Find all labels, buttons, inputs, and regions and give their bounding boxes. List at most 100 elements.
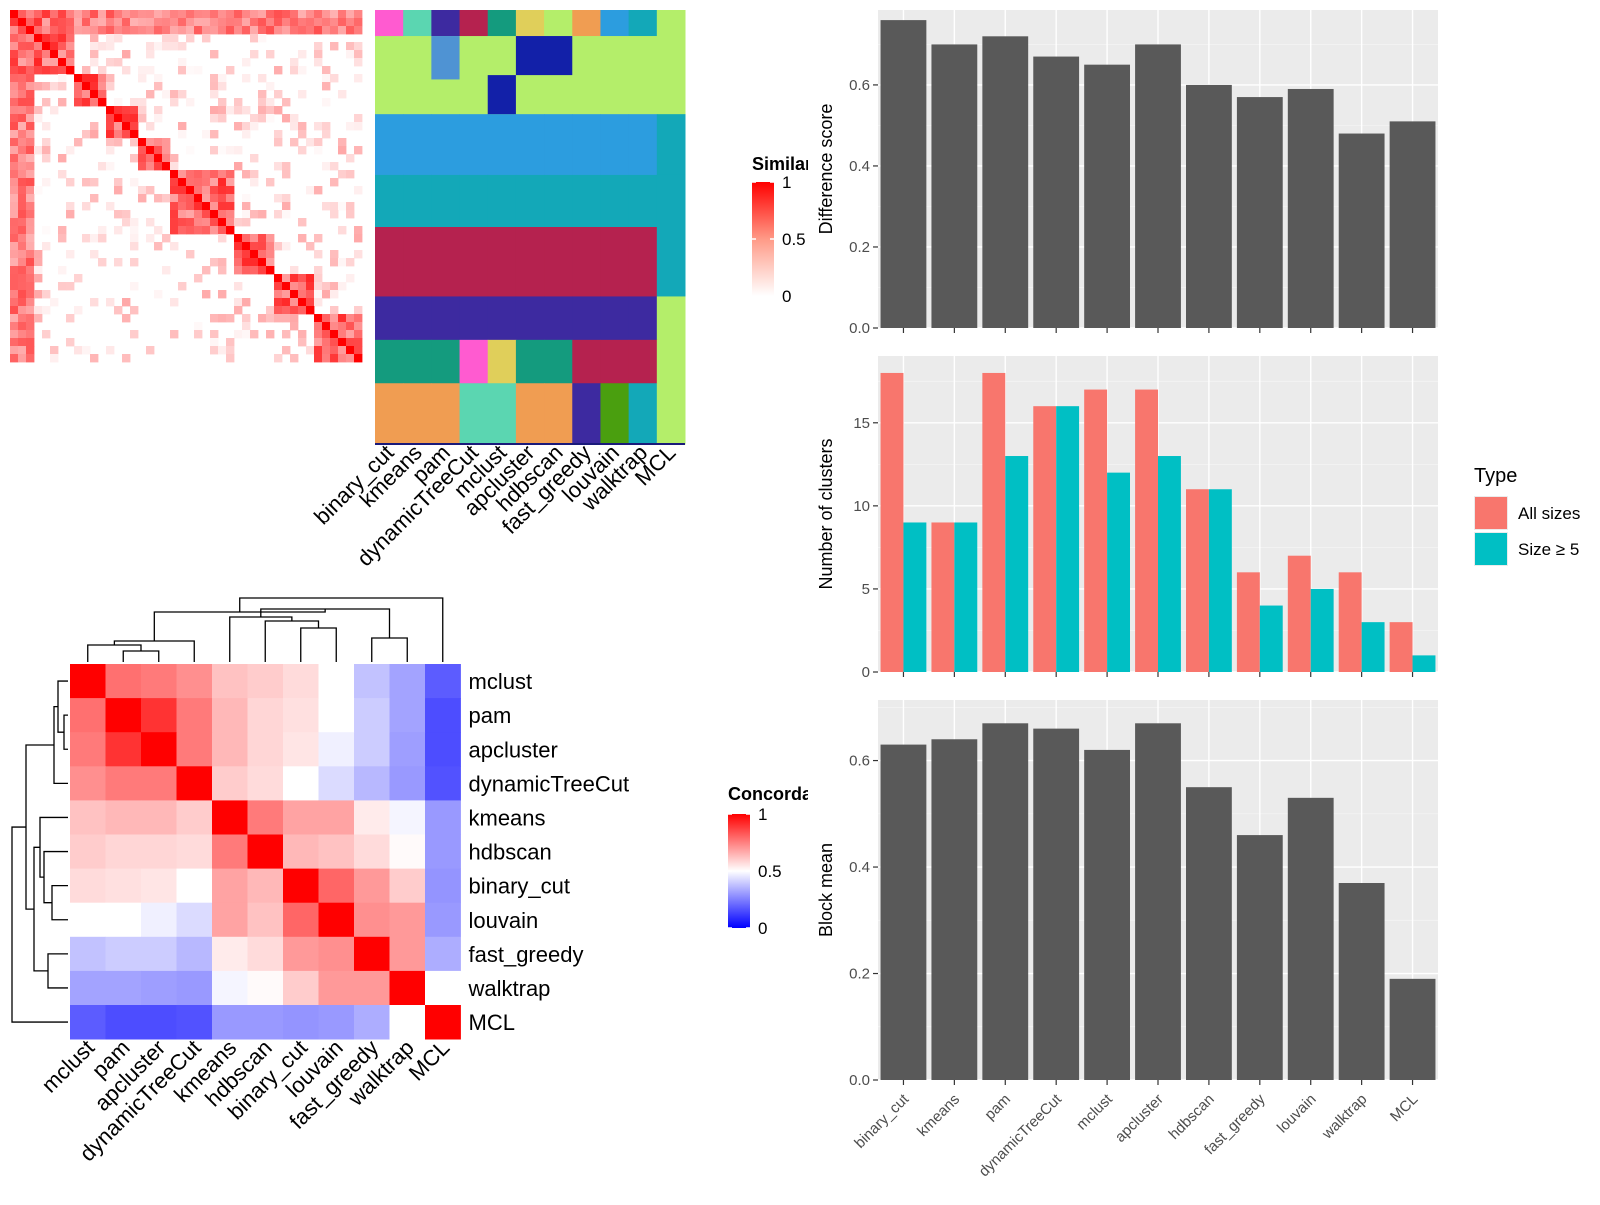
concordance-cell (389, 834, 426, 869)
concordance-cell (105, 664, 142, 699)
concordance-cell (247, 698, 284, 733)
similarity-cell (314, 338, 323, 347)
similarity-cell (170, 162, 179, 171)
similarity-cell (178, 218, 187, 227)
similarity-cell (178, 66, 187, 75)
similarity-cell (322, 74, 331, 83)
similarity-cell (226, 314, 235, 323)
similarity-cell (266, 234, 275, 243)
similarity-cell (114, 34, 123, 43)
similarity-cell (18, 162, 27, 171)
similarity-cell (210, 330, 219, 339)
similarity-cell (90, 122, 99, 131)
similarity-cell (274, 194, 283, 203)
concordance-row-label: MCL (469, 1010, 515, 1035)
similarity-cell (234, 250, 243, 259)
similarity-cell (42, 138, 51, 147)
x-tick-label: hdbscan (1166, 1091, 1218, 1143)
similarity-cell (282, 346, 291, 355)
similarity-cell (10, 282, 19, 291)
similarity-cell (290, 314, 299, 323)
similarity-cell (202, 266, 211, 275)
similarity-cell (66, 202, 75, 211)
similarity-cell (218, 146, 227, 155)
similarity-cell (154, 74, 163, 83)
similarity-cell (202, 18, 211, 27)
y-tick-label: 0.2 (849, 239, 870, 256)
y-axis-label: Difference score (816, 104, 836, 235)
similarity-cell (18, 90, 27, 99)
similarity-cell (298, 122, 307, 131)
similarity-cell (186, 66, 195, 75)
similarity-cell (210, 50, 219, 59)
similarity-cell (298, 218, 307, 227)
similarity-cell (266, 82, 275, 91)
membership-cell (572, 296, 601, 341)
similarity-cell (34, 250, 43, 259)
concordance-cell (105, 970, 142, 1006)
similarity-cell (74, 98, 83, 107)
similarity-cell (66, 50, 75, 59)
similarity-cell (322, 122, 331, 131)
similarity-cell (258, 234, 267, 243)
similarity-cell (10, 186, 19, 195)
similarity-cell (226, 194, 235, 203)
similarity-cell (66, 250, 75, 259)
similarity-cell (34, 258, 43, 267)
similarity-cell (170, 218, 179, 227)
similarity-cell (242, 10, 251, 19)
similarity-cell (354, 114, 363, 123)
similarity-cell (354, 146, 363, 155)
similarity-cell (194, 26, 203, 35)
similarity-cell (26, 42, 35, 51)
similarity-cell (250, 178, 259, 187)
similarity-cell (282, 290, 291, 299)
similarity-cell (122, 354, 131, 363)
similarity-cell (10, 154, 19, 163)
membership-cell (656, 296, 686, 341)
similarity-cell (106, 202, 115, 211)
similarity-cell (18, 106, 27, 115)
similarity-cell (178, 90, 187, 99)
similarity-cell (322, 282, 331, 291)
legend-key (1475, 497, 1507, 529)
similarity-cell (162, 34, 171, 43)
similarity-cell (106, 74, 115, 83)
similarity-cell (18, 34, 27, 43)
similarity-cell (170, 26, 179, 35)
concordance-cell (176, 1005, 213, 1040)
concordance-cell (141, 698, 177, 733)
similarity-cell (202, 218, 211, 227)
similarity-cell (218, 210, 227, 219)
similarity-heatmap (10, 10, 363, 363)
similarity-cell (114, 130, 123, 139)
similarity-cell (298, 290, 307, 299)
concordance-cell (212, 902, 248, 938)
similarity-cell (170, 210, 179, 219)
membership-column-labels: binary_cutkmeanspamdynamicTreeCutmclusta… (309, 440, 680, 571)
similarity-cell (322, 354, 331, 363)
similarity-cell (26, 50, 35, 59)
concordance-cell (389, 868, 426, 904)
similarity-cell (346, 202, 355, 211)
similarity-cell (290, 266, 299, 275)
similarity-cell (26, 66, 35, 75)
bar (1186, 84, 1232, 328)
similarity-cell (130, 234, 139, 243)
concordance-cell (247, 800, 284, 835)
membership-cell (459, 10, 489, 37)
similarity-cell (10, 274, 19, 283)
similarity-cell (266, 250, 275, 259)
membership-cell (431, 227, 461, 297)
similarity-cell (10, 138, 19, 147)
similarity-cell (194, 170, 203, 179)
similarity-cell (346, 354, 355, 363)
similarity-cell (306, 274, 315, 283)
similarity-cell (10, 18, 19, 27)
similarity-cell (130, 10, 139, 19)
concordance-cell (247, 902, 284, 938)
similarity-cell (90, 82, 99, 91)
membership-cell (600, 227, 630, 297)
similarity-cell (98, 82, 107, 91)
bar (1389, 622, 1413, 672)
